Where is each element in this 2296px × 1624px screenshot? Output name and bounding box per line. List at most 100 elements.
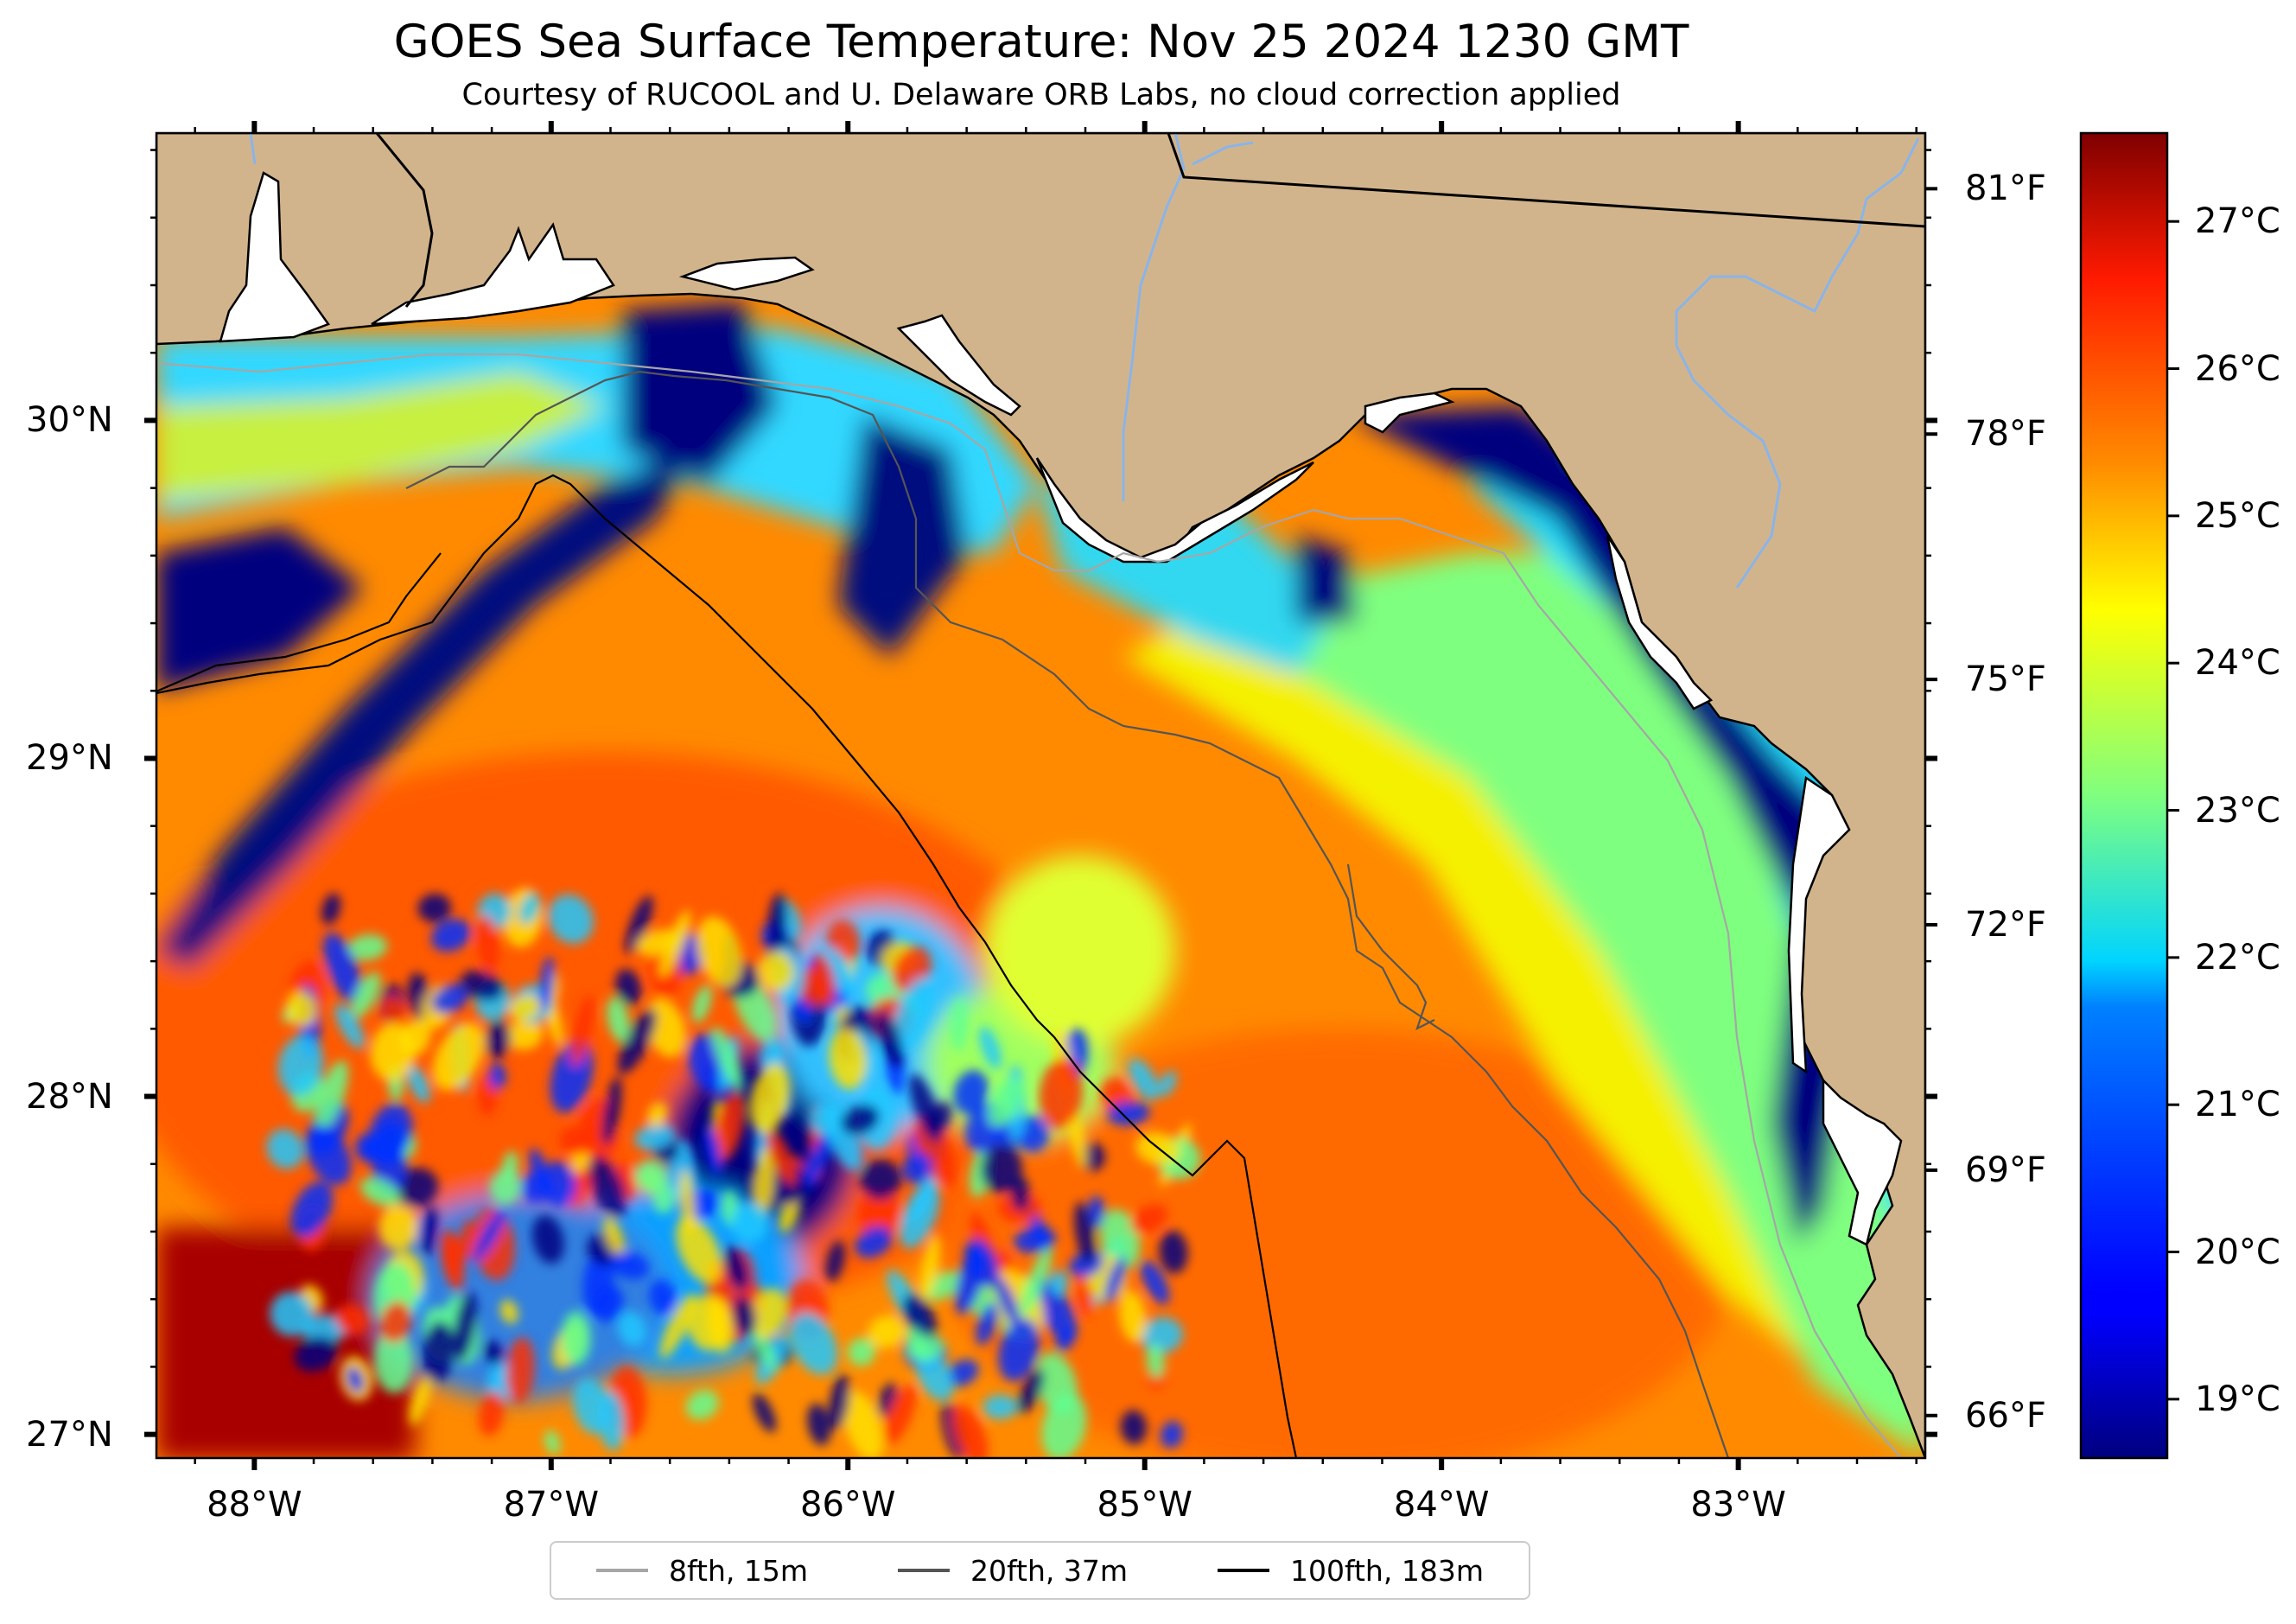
eddy-mark — [359, 1177, 401, 1207]
eddy-mark — [499, 1299, 518, 1324]
eddy-mark — [370, 1022, 416, 1081]
eddy-mark — [749, 1063, 791, 1134]
eddy-mark — [531, 1214, 564, 1264]
eddy-mark — [432, 1022, 485, 1091]
eddy-mark — [322, 933, 362, 1003]
lon-tick-label: 87°W — [503, 1485, 600, 1525]
eddy-mark — [1033, 1277, 1078, 1342]
eddy-mark — [1146, 1343, 1165, 1379]
coast-tampa — [1822, 1077, 1903, 1246]
coast-nature — [1606, 535, 1714, 710]
eddy-mark — [857, 1188, 900, 1241]
eddy-mark — [730, 1202, 769, 1243]
eddy-mark — [750, 1288, 787, 1339]
eddy-mark — [723, 1245, 749, 1291]
isobath-100fth-west — [156, 552, 442, 693]
eddy-mark — [691, 984, 712, 1023]
colorbar — [2079, 131, 2169, 1460]
colorbar-ticks — [2167, 220, 2179, 1401]
eddy-mark — [606, 997, 630, 1043]
eddy-mark — [603, 1217, 626, 1258]
eddy-mark — [539, 956, 555, 1012]
map-frame — [155, 131, 1927, 1460]
eddy-mark — [614, 969, 642, 1006]
eddy-mark — [802, 1128, 834, 1189]
eddy-mark — [988, 1077, 1025, 1127]
eddy-mark — [707, 1298, 733, 1353]
eddy-mark — [1069, 1251, 1104, 1278]
eddy-mark — [422, 1321, 455, 1382]
colorbar-tick-label: 22°C — [2195, 937, 2280, 978]
legend-line-8fth — [595, 1569, 648, 1572]
eddy-mark — [676, 1216, 722, 1284]
bay-stjoe — [896, 314, 1021, 417]
eddy-mark — [685, 1390, 719, 1420]
chart-title: GOES Sea Surface Temperature: Nov 25 202… — [393, 16, 1689, 68]
colorbar-tick-label: 20°C — [2195, 1232, 2280, 1272]
eddy-mark — [548, 894, 594, 944]
legend-entry: 100fth, 183m — [1217, 1554, 1484, 1588]
eddy-mark — [478, 1391, 505, 1436]
eddy-mark — [915, 1351, 954, 1401]
eddy-mark — [860, 1159, 901, 1200]
fahrenheit-tick-label: 75°F — [1965, 659, 2046, 700]
colorbar-tick-label: 24°C — [2195, 643, 2280, 684]
coast-bigbend — [1364, 392, 1455, 434]
lat-tick-label: 28°N — [26, 1076, 113, 1117]
eddy-mark — [752, 1393, 777, 1433]
eddy-mark — [1159, 1230, 1188, 1274]
fahrenheit-tick-label: 66°F — [1965, 1395, 2046, 1436]
eddy-mark — [409, 1377, 431, 1426]
eddy-mark — [951, 1404, 989, 1458]
eddy-mark — [506, 1337, 535, 1404]
eddy-mark — [646, 1102, 668, 1128]
eddy-mark — [270, 1291, 314, 1337]
eddy-mark — [601, 1076, 622, 1146]
eddy-mark — [797, 968, 828, 1006]
isobaths — [156, 353, 1902, 1458]
eddy-mark — [1128, 1058, 1159, 1101]
eddy-mark — [1015, 1115, 1049, 1153]
eddy-mark — [570, 994, 595, 1066]
eddy-mark — [1039, 1058, 1084, 1130]
eddy-mark — [378, 1205, 418, 1251]
legend-line-100fth — [1217, 1569, 1269, 1572]
eddy-mark — [1100, 1209, 1141, 1270]
eddy-mark — [582, 1251, 614, 1318]
eddy-mark — [790, 1312, 838, 1375]
legend-entry: 20fth, 37m — [897, 1554, 1128, 1588]
lon-tick-label: 84°W — [1393, 1485, 1490, 1525]
eddy-mark — [767, 893, 787, 949]
eddy-mark — [460, 970, 504, 1002]
eddy-mark — [335, 1303, 370, 1335]
eddy-mark — [569, 1155, 595, 1207]
fahrenheit-tick-label: 69°F — [1965, 1150, 2046, 1190]
eddy-mark — [1141, 1260, 1170, 1305]
eddy-mark — [950, 997, 969, 1052]
lon-tick-label: 85°W — [1097, 1485, 1193, 1525]
eddy-texture — [266, 888, 1201, 1458]
eddy-mark — [711, 1026, 744, 1092]
eddy-mark — [914, 1118, 956, 1187]
eddy-mark — [976, 1302, 998, 1346]
eddy-mark — [315, 1060, 348, 1132]
eddy-mark — [1055, 1328, 1075, 1352]
eddy-mark — [919, 1233, 940, 1303]
eddy-mark — [430, 919, 471, 952]
eddy-mark — [1017, 1369, 1045, 1414]
eddy-mark — [1020, 1246, 1053, 1316]
map-ticks — [144, 121, 1937, 1470]
eddy-mark — [634, 1123, 676, 1150]
legend-line-20fth — [897, 1569, 950, 1572]
eddy-mark — [286, 990, 317, 1027]
eddy-mark — [703, 1127, 722, 1177]
eddy-mark — [487, 1062, 506, 1091]
eddy-mark — [380, 996, 405, 1023]
eddy-mark — [636, 929, 681, 957]
chart-subtitle: Courtesy of RUCOOL and U. Delaware ORB L… — [461, 78, 1621, 112]
eddy-mark — [1035, 1353, 1078, 1416]
eddy-mark — [625, 895, 653, 954]
eddy-mark — [1120, 1410, 1148, 1445]
eddy-mark — [610, 1251, 650, 1280]
